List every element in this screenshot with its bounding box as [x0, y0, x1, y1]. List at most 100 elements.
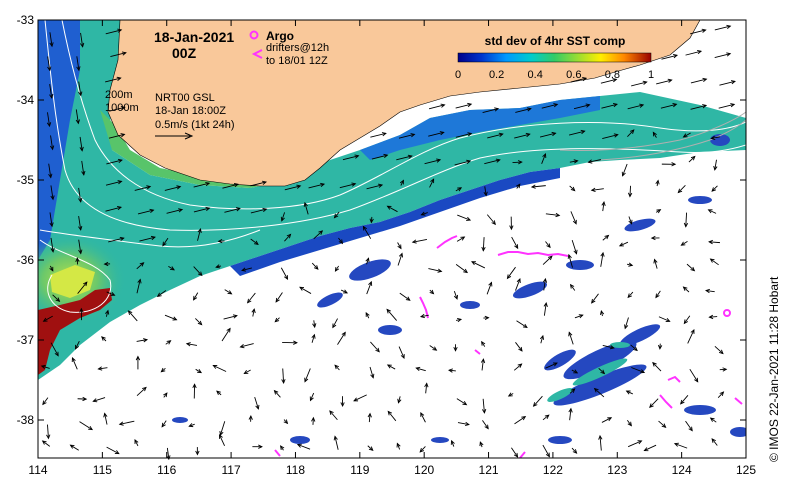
velocity-arrow — [75, 257, 80, 265]
velocity-arrow — [77, 396, 88, 402]
velocity-arrow — [139, 235, 156, 242]
velocity-arrow — [708, 239, 720, 245]
velocity-arrow — [655, 290, 661, 299]
velocity-arrow — [246, 292, 256, 304]
velocity-arrow — [424, 382, 429, 394]
velocity-arrow — [338, 237, 344, 245]
velocity-arrow — [334, 364, 340, 371]
velocity-arrow — [541, 152, 547, 164]
velocity-arrow — [105, 205, 123, 212]
velocity-arrow — [652, 361, 662, 372]
velocity-arrow — [164, 314, 178, 321]
velocity-arrow — [655, 179, 660, 187]
drifters-line2: to 18/01 12Z — [266, 55, 328, 67]
velocity-arrow — [709, 417, 717, 423]
velocity-arrow — [483, 315, 490, 321]
velocity-arrow — [160, 367, 166, 373]
velocity-arrow — [569, 129, 586, 136]
velocity-arrow — [193, 181, 211, 188]
velocity-arrow — [156, 290, 167, 297]
velocity-arrow — [569, 283, 576, 291]
product-label: NRT00 GSL — [155, 92, 215, 104]
velocity-arrow — [516, 183, 521, 189]
velocity-arrow — [313, 230, 324, 240]
velocity-arrow — [195, 447, 200, 456]
velocity-arrow — [166, 208, 184, 214]
velocity-arrow — [690, 28, 707, 35]
velocity-arrow — [106, 446, 120, 455]
contour-200-label: 200m — [105, 89, 133, 101]
velocity-arrow — [655, 209, 662, 214]
velocity-arrow — [311, 333, 316, 343]
velocity-arrow — [481, 398, 487, 414]
velocity-arrow — [165, 340, 172, 345]
velocity-arrow — [711, 438, 718, 446]
velocity-arrow — [568, 407, 573, 421]
velocity-arrow — [542, 277, 548, 291]
velocity-arrow — [46, 112, 52, 128]
velocity-arrow — [481, 237, 486, 252]
velocity-arrow — [78, 81, 83, 97]
colorbar-tick-label: 1 — [648, 69, 654, 81]
velocity-arrow — [714, 24, 732, 31]
velocity-arrow — [456, 236, 466, 242]
velocity-arrow — [304, 368, 311, 383]
velocity-arrow — [515, 342, 523, 352]
velocity-arrow — [284, 184, 302, 191]
velocity-arrow — [105, 309, 110, 317]
velocity-arrow — [709, 258, 719, 266]
velocity-arrow — [658, 343, 663, 350]
velocity-arrow — [367, 445, 374, 452]
velocity-arrow — [643, 444, 657, 452]
velocity-arrow — [195, 318, 203, 326]
velocity-arrow — [197, 228, 202, 241]
velocity-arrow — [482, 107, 500, 113]
velocity-arrow — [222, 182, 239, 189]
velocity-arrow — [185, 342, 198, 347]
velocity-arrow — [163, 392, 168, 398]
velocity-arrow — [483, 186, 488, 197]
velocity-arrow — [339, 182, 357, 189]
velocity-arrow — [511, 447, 519, 458]
velocity-arrow — [136, 262, 145, 270]
velocity-arrow — [627, 129, 635, 137]
velocity-arrow — [77, 281, 88, 294]
velocity-arrow — [591, 293, 599, 304]
lon-tick-label: 120 — [414, 463, 434, 477]
lat-tick-label: -37 — [17, 333, 35, 347]
velocity-arrow — [105, 76, 122, 83]
colorbar — [457, 52, 652, 63]
velocity-arrow — [311, 416, 316, 425]
velocity-arrow — [545, 362, 558, 369]
velocity-arrow — [567, 253, 573, 268]
velocity-arrow — [515, 278, 521, 291]
velocity-arrow — [480, 358, 486, 371]
velocity-arrow — [342, 154, 360, 161]
velocity-arrow — [419, 446, 426, 453]
velocity-arrow — [542, 444, 550, 458]
velocity-arrow — [365, 311, 370, 319]
velocity-arrow — [512, 160, 523, 165]
sst-field-offshore-blue — [38, 20, 80, 260]
velocity-arrow — [75, 340, 80, 350]
colorbar-tick-label: 0.4 — [528, 69, 543, 81]
velocity-arrow — [49, 32, 54, 48]
scattered-patches — [172, 134, 746, 444]
velocity-arrow — [545, 212, 561, 218]
velocity-arrow — [71, 357, 78, 370]
velocity-arrow — [118, 420, 135, 426]
velocity-arrow — [78, 187, 83, 203]
velocity-arrow — [224, 207, 241, 213]
velocity-arrow — [455, 102, 473, 109]
velocity-arrow — [243, 369, 251, 375]
velocity-arrow — [624, 317, 629, 330]
lat-tick-label: -35 — [17, 173, 35, 187]
velocity-arrow — [252, 444, 263, 449]
velocity-arrow — [282, 340, 298, 345]
velocity-arrow — [707, 209, 717, 214]
velocity-arrow — [532, 395, 543, 407]
velocity-arrow — [650, 235, 660, 241]
velocity-arrow — [76, 56, 81, 72]
scattered-patches-teal — [547, 342, 630, 402]
